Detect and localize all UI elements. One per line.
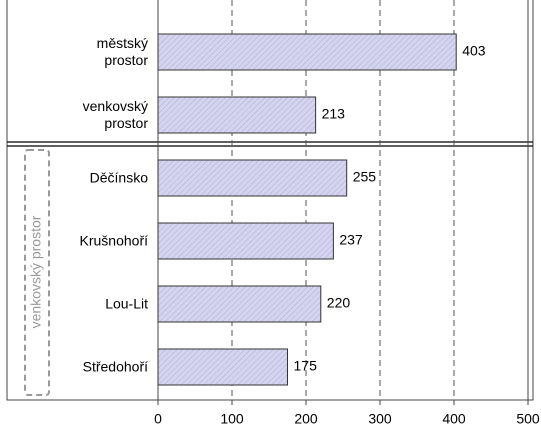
value-label: 220 [327, 295, 351, 311]
value-label: 175 [294, 358, 318, 374]
bar [157, 222, 334, 260]
value-label: 403 [462, 43, 486, 59]
value-label: 213 [322, 106, 346, 122]
bar [157, 285, 322, 323]
x-tick-label: 300 [368, 411, 392, 427]
bar [157, 159, 348, 197]
value-label: 255 [353, 169, 377, 185]
category-label: Děčínsko [89, 169, 148, 186]
bar [157, 348, 288, 386]
bar [157, 96, 317, 134]
x-tick-label: 0 [154, 411, 162, 427]
category-label: Lou-Lit [105, 295, 148, 312]
bar [157, 33, 457, 71]
group-label: venkovský prostor [28, 215, 44, 328]
x-tick-label: 400 [442, 411, 466, 427]
category-label: Středohoří [82, 358, 148, 375]
x-tick-label: 500 [516, 411, 540, 427]
x-tick-label: 100 [220, 411, 244, 427]
group-box [24, 149, 50, 396]
value-label: 237 [339, 232, 363, 248]
x-tick-label: 200 [294, 411, 318, 427]
category-label: městský prostor [96, 35, 148, 68]
category-label: venkovský prostor [82, 98, 148, 131]
category-label: Krušnohoří [79, 232, 148, 249]
